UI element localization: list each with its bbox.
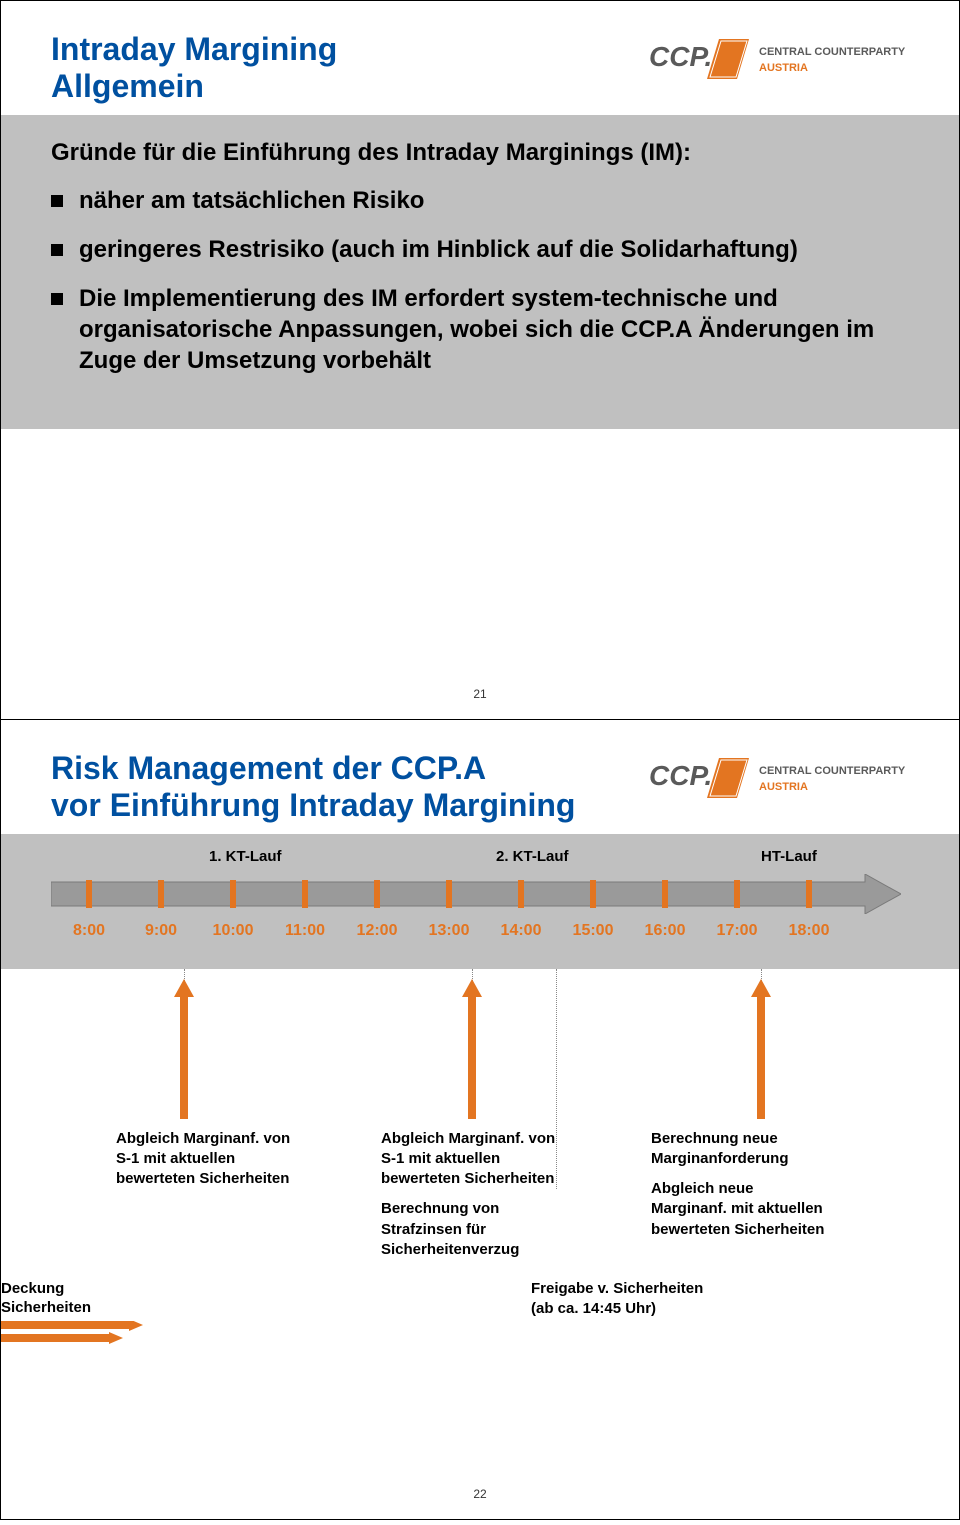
slide1-page-number: 21 bbox=[473, 687, 486, 701]
slide1-bullets: näher am tatsächlichen Risiko geringeres … bbox=[51, 185, 909, 377]
time-label: 18:00 bbox=[789, 922, 830, 940]
up-arrow-icon bbox=[751, 979, 771, 1124]
svg-text:AUSTRIA: AUSTRIA bbox=[759, 781, 808, 793]
freigabe-note: Freigabe v. Sicherheiten(ab ca. 14:45 Uh… bbox=[531, 1279, 771, 1320]
deckung-bars bbox=[1, 1321, 151, 1350]
timeline-tick bbox=[230, 880, 236, 908]
timeline-tick bbox=[662, 880, 668, 908]
ccpa-logo: CCP. CENTRAL COUNTERPARTY AUSTRIA bbox=[649, 750, 909, 810]
svg-text:CCP.: CCP. bbox=[649, 760, 712, 791]
slide-2: Risk Management der CCP.A vor Einführung… bbox=[0, 720, 960, 1520]
slide2-title-block: Risk Management der CCP.A vor Einführung… bbox=[51, 750, 649, 824]
time-label: 15:00 bbox=[573, 922, 614, 940]
deckung-label: DeckungSicherheiten bbox=[1, 1279, 91, 1318]
ccpa-logo: CCP. CENTRAL COUNTERPARTY AUSTRIA bbox=[649, 31, 909, 91]
slide2-title: Risk Management der CCP.A bbox=[51, 750, 649, 787]
run-label: 2. KT-Lauf bbox=[496, 848, 569, 865]
slide2-subtitle: vor Einführung Intraday Margining bbox=[51, 787, 649, 824]
annotations: Abgleich Marginanf. vonS-1 mit aktuellen… bbox=[1, 969, 959, 1344]
timeline-tick bbox=[806, 880, 812, 908]
slide2-page-number: 22 bbox=[473, 1487, 486, 1501]
slide1-body: Gründe für die Einführung des Intraday M… bbox=[1, 115, 959, 429]
time-label: 8:00 bbox=[73, 922, 105, 940]
time-label: 14:00 bbox=[501, 922, 542, 940]
time-label: 10:00 bbox=[213, 922, 254, 940]
slide1-subtitle: Allgemein bbox=[51, 68, 649, 105]
bullet-item: Die Implementierung des IM erfordert sys… bbox=[51, 283, 909, 377]
svg-text:CCP.: CCP. bbox=[649, 41, 712, 72]
time-label: 13:00 bbox=[429, 922, 470, 940]
annotation-block: Abgleich Marginanf. vonS-1 mit aktuellen… bbox=[116, 1129, 346, 1190]
time-labels: 8:00 9:00 10:00 11:00 12:00 13:00 14:00 15:00 16… bbox=[51, 922, 901, 946]
timeline-tick bbox=[302, 880, 308, 908]
timeline-tick bbox=[158, 880, 164, 908]
svg-text:AUSTRIA: AUSTRIA bbox=[759, 62, 808, 74]
annotation-block: Berechnung neueMarginanforderungAbgleich… bbox=[651, 1129, 901, 1240]
time-label: 9:00 bbox=[145, 922, 177, 940]
run-label: HT-Lauf bbox=[761, 848, 817, 865]
timeline-tick bbox=[86, 880, 92, 908]
up-arrow-icon bbox=[174, 979, 194, 1124]
slide1-title: Intraday Margining bbox=[51, 31, 649, 68]
run-label: 1. KT-Lauf bbox=[209, 848, 282, 865]
run-labels: 1. KT-Lauf 2. KT-Lauf HT-Lauf bbox=[51, 848, 909, 870]
svg-text:CENTRAL COUNTERPARTY: CENTRAL COUNTERPARTY bbox=[759, 46, 906, 58]
time-label: 11:00 bbox=[285, 922, 325, 940]
slide-1: Intraday Margining Allgemein CCP. CENTRA… bbox=[0, 0, 960, 720]
slide1-lead: Gründe für die Einführung des Intraday M… bbox=[51, 139, 909, 167]
svg-text:CENTRAL COUNTERPARTY: CENTRAL COUNTERPARTY bbox=[759, 765, 906, 777]
timeline-tick bbox=[734, 880, 740, 908]
timeline-tick bbox=[374, 880, 380, 908]
bullet-item: geringeres Restrisiko (auch im Hinblick … bbox=[51, 234, 909, 265]
timeline-tick bbox=[446, 880, 452, 908]
timeline-tick bbox=[518, 880, 524, 908]
annotation-block: Abgleich Marginanf. vonS-1 mit aktuellen… bbox=[381, 1129, 621, 1261]
time-label: 16:00 bbox=[645, 922, 686, 940]
slide1-title-block: Intraday Margining Allgemein bbox=[51, 31, 649, 105]
time-label: 12:00 bbox=[357, 922, 398, 940]
bullet-item: näher am tatsächlichen Risiko bbox=[51, 185, 909, 216]
slide2-header: Risk Management der CCP.A vor Einführung… bbox=[1, 720, 959, 834]
timeline: 1. KT-Lauf 2. KT-Lauf HT-Lauf 8:00 9:00 10:0… bbox=[1, 834, 959, 969]
time-label: 17:00 bbox=[717, 922, 758, 940]
timeline-arrow bbox=[51, 874, 901, 914]
up-arrow-icon bbox=[462, 979, 482, 1124]
timeline-tick bbox=[590, 880, 596, 908]
slide1-header: Intraday Margining Allgemein CCP. CENTRA… bbox=[1, 1, 959, 115]
